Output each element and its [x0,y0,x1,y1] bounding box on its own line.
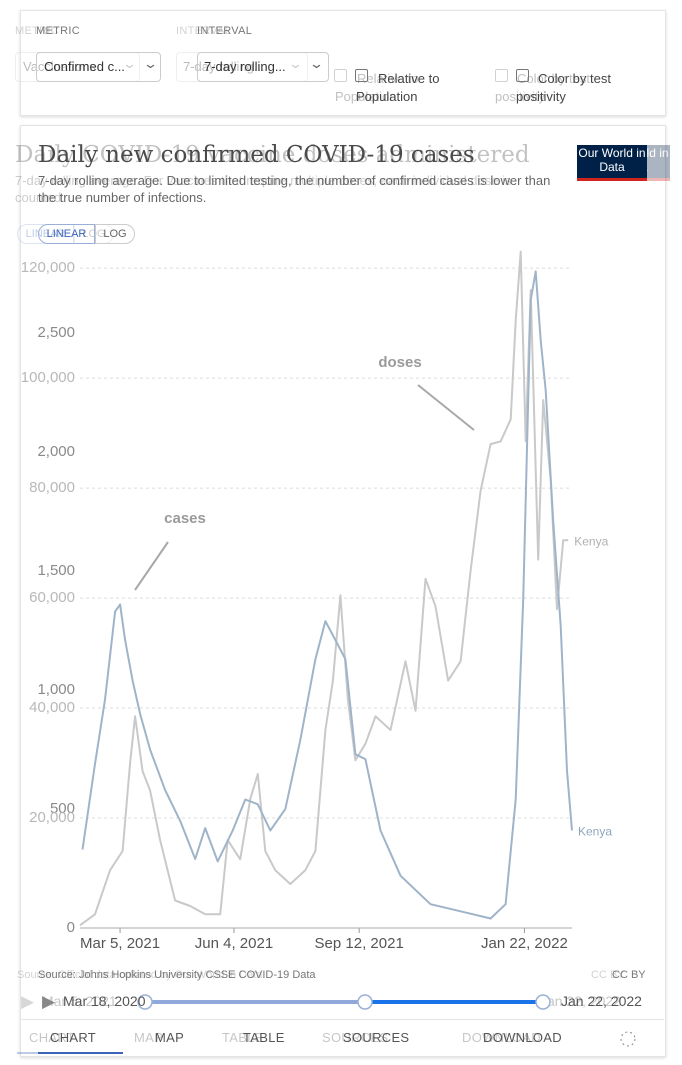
color-text: Color by test positivity [495,71,590,104]
interval-select[interactable] [197,52,329,82]
y-tick-label: 500 [50,800,75,817]
play-button[interactable]: ▶ [42,992,56,1011]
tab[interactable]: SOURCES [322,1030,389,1045]
tab-divider [20,1019,664,1020]
metric-label: METRIC [15,25,59,37]
tab-underline [38,1052,123,1054]
y-tick-label: 0 [67,919,75,936]
relative-text: Relative to Population [335,71,419,104]
metric-value: Confirmed c... [44,59,125,74]
metric-chevron: ⌄ [121,56,138,71]
series-line [81,270,573,920]
y-tick-label: 80,000 [29,479,75,496]
slider-handle[interactable] [357,994,373,1010]
license: CC BY [612,969,646,981]
logo-text: Our World in Data [578,146,646,174]
license: CC BY [591,969,625,981]
metric-select[interactable] [36,52,161,82]
interval-label: INTERVAL [197,25,253,37]
tab[interactable]: CHART [29,1030,76,1045]
y-tick-label: 60,000 [29,589,75,606]
slider-start: Mar 5, 2021 [42,993,117,1009]
y-tick-label: 100,000 [21,369,75,386]
relative-text: Relative to Population [356,71,440,104]
interval-value: 7-day rolling... [204,59,286,74]
color-text: Color by test positivity [516,71,611,104]
interval-label: INTERVAL [176,25,232,37]
play-button[interactable]: ▶ [21,992,35,1011]
chart-subtitle: 7-day rolling average. For vaccines that… [15,173,512,205]
slider-start: Mar 18, 2020 [63,993,146,1009]
chart-subtitle: 7-day rolling average. Due to limited te… [38,173,551,205]
logo [577,145,647,181]
slider-end: Jan 22, 2022 [540,993,621,1009]
slider-handle[interactable] [535,994,551,1010]
controls-panel [20,10,666,116]
y-tick-label: 120,000 [21,259,75,276]
x-tick-label: Mar 5, 2021 [80,935,160,952]
metric-value: Vaccinations [23,59,96,74]
y-tick-label: 1,500 [37,562,75,579]
tab[interactable]: MAP [155,1030,185,1045]
chart-title: Daily COVID-19 vaccine doses administere… [15,142,530,168]
tab[interactable]: TABLE [243,1030,285,1045]
color-checkbox[interactable] [516,69,529,82]
y-tick-label: 20,000 [29,809,75,826]
y-tick-label: 2,000 [37,443,75,460]
interval-chevron: ⌄ [308,56,325,71]
x-tick-label: Jun 4, 2021 [195,935,273,952]
annotation-leader [417,384,475,431]
tab[interactable]: TABLE [222,1030,264,1045]
x-tick-label: Sep 12, 2021 [315,935,404,952]
relative-checkbox[interactable] [355,69,368,82]
interval-value: 7-day rolling... [183,59,265,74]
series-line [79,250,569,927]
y-tick-label: 1,000 [37,681,75,698]
interval-chevron: ⌄ [287,56,304,71]
relative-checkbox[interactable] [334,69,347,82]
tab[interactable]: MAP [134,1030,164,1045]
tab[interactable]: SOURCES [343,1030,410,1045]
tab[interactable]: CHART [50,1030,97,1045]
y-tick-label: 2,500 [37,324,75,341]
share-icon[interactable] [620,1031,636,1047]
series-label: Kenya [578,825,612,839]
log-button[interactable]: LOG [95,224,135,244]
y-tick-label: 40,000 [29,699,75,716]
source: Source: Johns Hopkins University CSSE CO… [38,969,316,981]
series-label: Kenya [574,535,608,549]
chart-title: Daily new confirmed COVID-19 cases [38,142,475,168]
linear-button[interactable]: LINEAR [38,224,95,244]
metric-chevron: ⌄ [142,56,159,71]
slider-handle[interactable] [137,994,153,1010]
tab[interactable]: DOWNLOAD [483,1030,562,1045]
annotation: doses [378,354,421,371]
metric-label: METRIC [36,25,80,37]
x-tick-label: Jan 22, 2022 [481,935,568,952]
tab[interactable]: DOWNLOAD [462,1030,541,1045]
color-checkbox[interactable] [495,69,508,82]
annotation-leader [134,541,169,591]
annotation: cases [164,510,206,527]
slider-end: Jan 22, 2022 [561,993,642,1009]
source: Source: Official data collated by Our Wo… [17,969,263,981]
